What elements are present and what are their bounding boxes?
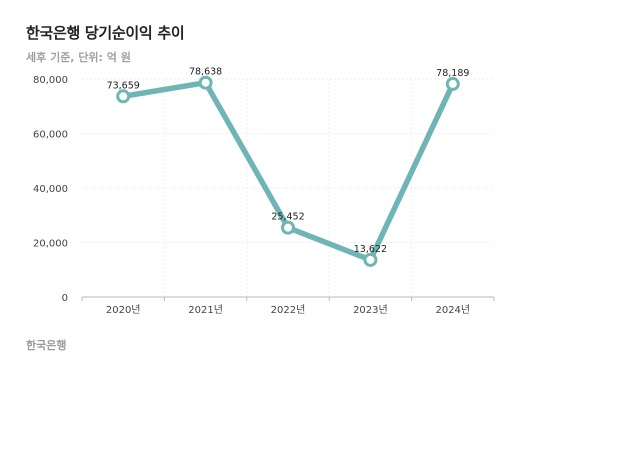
x-tick-label: 2024년: [435, 304, 470, 316]
source-note: 한국은행: [26, 339, 67, 352]
y-tick-label: 80,000: [33, 75, 68, 86]
data-point[interactable]: [281, 220, 295, 235]
data-point[interactable]: [363, 252, 378, 267]
data-point[interactable]: [116, 89, 131, 104]
grid-layer: [82, 78, 494, 297]
x-tick-label: 2023년: [353, 304, 388, 316]
data-label: 78,189: [436, 68, 469, 79]
y-tick-label: 0: [62, 293, 68, 304]
y-tick-label: 40,000: [33, 184, 68, 195]
label-layer: 73,659 78,638 25,452 13,622 78,189: [107, 67, 470, 255]
x-tick-label: 2020년: [106, 304, 141, 316]
series-layer: [116, 75, 460, 267]
data-label: 13,622: [354, 244, 387, 255]
chart-subtitle: 세후 기준, 단위: 억 원: [26, 51, 131, 64]
data-label: 73,659: [107, 80, 140, 91]
data-label: 25,452: [271, 212, 304, 223]
data-point[interactable]: [445, 76, 460, 91]
data-label: 78,638: [189, 67, 222, 78]
chart-title: 한국은행 당기순이익 추이: [26, 24, 185, 42]
data-point[interactable]: [198, 75, 213, 90]
y-tick-label: 60,000: [33, 130, 68, 141]
x-tick-label: 2022년: [271, 304, 306, 316]
x-tick-label: 2021년: [188, 304, 223, 316]
y-tick-label: 20,000: [33, 239, 68, 250]
axis-layer: 0 20,000 40,000 60,000 80,000 2020년 2021년 2022년…: [33, 75, 495, 316]
